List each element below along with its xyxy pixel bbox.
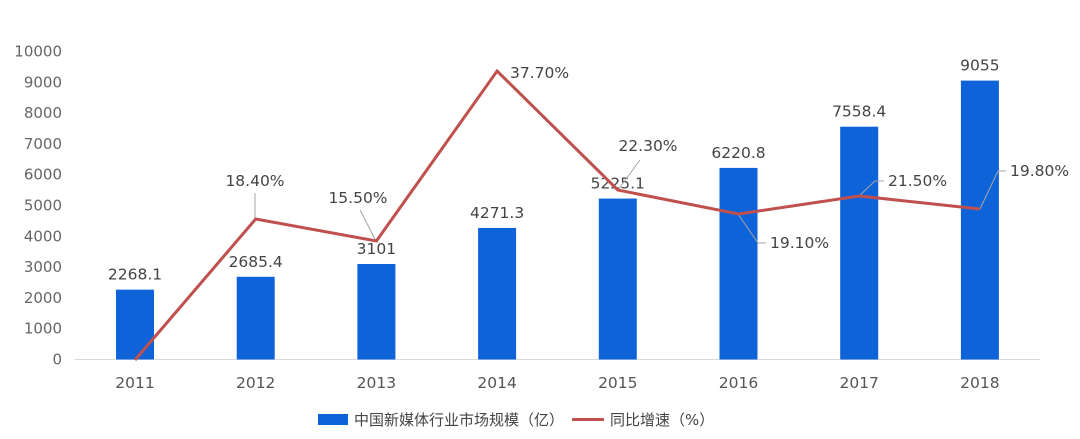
leader-line bbox=[979, 170, 1006, 210]
legend-label-market-size: 中国新媒体行业市场规模（亿） bbox=[354, 410, 565, 429]
y-axis: 0 1000 2000 3000 4000 5000 6000 7000 8000 9000 100… bbox=[14, 43, 62, 369]
legend-item-market-size[interactable]: 中国新媒体行业市场规模（亿） bbox=[318, 409, 564, 430]
growth-value-label: 22.30% bbox=[618, 137, 677, 155]
legend-item-growth-rate[interactable]: 同比增速（%） bbox=[572, 409, 714, 430]
bar-value-label: 6220.8 bbox=[711, 144, 765, 162]
x-tick-label: 2016 bbox=[719, 374, 758, 392]
x-tick-label: 2015 bbox=[598, 374, 637, 392]
bar[interactable] bbox=[840, 126, 879, 360]
legend-label-growth-rate: 同比增速（%） bbox=[610, 410, 715, 429]
growth-value-label: 19.80% bbox=[1010, 162, 1069, 180]
legend: 中国新媒体行业市场规模（亿） 同比增速（%） bbox=[318, 408, 722, 430]
bar-value-label: 9055 bbox=[960, 57, 999, 75]
y-tick-label: 3000 bbox=[24, 258, 62, 276]
x-tick-label: 2013 bbox=[357, 374, 396, 392]
bar-value-label: 2268.1 bbox=[108, 266, 162, 284]
label-leader-lines bbox=[254, 159, 1006, 244]
bar-value-label: 7558.4 bbox=[832, 103, 886, 121]
x-tick-label: 2018 bbox=[960, 374, 999, 392]
bar-value-label: 4271.3 bbox=[470, 204, 524, 222]
y-tick-label: 6000 bbox=[24, 166, 62, 184]
x-tick-label: 2014 bbox=[477, 374, 516, 392]
bar[interactable] bbox=[598, 198, 637, 360]
x-tick-label: 2012 bbox=[236, 374, 275, 392]
growth-value-label: 18.40% bbox=[225, 172, 284, 190]
y-tick-label: 9000 bbox=[24, 73, 62, 91]
growth-value-label: 21.50% bbox=[888, 172, 947, 190]
x-tick-label: 2011 bbox=[115, 374, 154, 392]
y-tick-label: 10000 bbox=[14, 43, 62, 61]
y-tick-label: 4000 bbox=[24, 227, 62, 245]
bar[interactable] bbox=[719, 167, 758, 360]
bar[interactable] bbox=[236, 276, 275, 360]
line-swatch-icon bbox=[572, 417, 605, 421]
y-tick-label: 0 bbox=[52, 351, 62, 369]
growth-rate-line bbox=[133, 68, 981, 361]
bar[interactable] bbox=[960, 80, 999, 360]
line-value-labels: 18.40% 15.50% 37.70% 22.30% 19.10% 21.50% 19.8… bbox=[225, 64, 1069, 252]
y-tick-label: 5000 bbox=[24, 197, 62, 215]
y-tick-label: 2000 bbox=[24, 289, 62, 307]
growth-value-label: 37.70% bbox=[510, 64, 569, 82]
x-axis: 2011 2012 2013 2014 2015 2016 2017 2018 bbox=[115, 374, 999, 392]
bar-swatch-icon bbox=[318, 413, 348, 425]
growth-value-label: 15.50% bbox=[328, 189, 387, 207]
leader-line bbox=[617, 159, 641, 191]
bar-value-label: 3101 bbox=[357, 240, 396, 258]
bar[interactable] bbox=[357, 263, 396, 360]
growth-value-label: 19.10% bbox=[770, 234, 829, 252]
bar-value-labels: 2268.1 2685.4 3101 4271.3 5225.1 6220.8 7558.4… bbox=[108, 57, 1000, 284]
y-tick-label: 7000 bbox=[24, 135, 62, 153]
bar-value-label: 2685.4 bbox=[229, 253, 283, 271]
x-tick-label: 2017 bbox=[839, 374, 878, 392]
leader-line bbox=[858, 180, 884, 197]
bar[interactable] bbox=[478, 227, 517, 360]
leader-line bbox=[737, 213, 766, 244]
bar-series bbox=[116, 80, 999, 360]
leader-line bbox=[359, 209, 377, 242]
y-tick-label: 1000 bbox=[24, 320, 62, 338]
bar-value-label: 5225.1 bbox=[591, 175, 645, 193]
y-tick-label: 8000 bbox=[24, 104, 62, 122]
bar[interactable] bbox=[116, 289, 154, 360]
